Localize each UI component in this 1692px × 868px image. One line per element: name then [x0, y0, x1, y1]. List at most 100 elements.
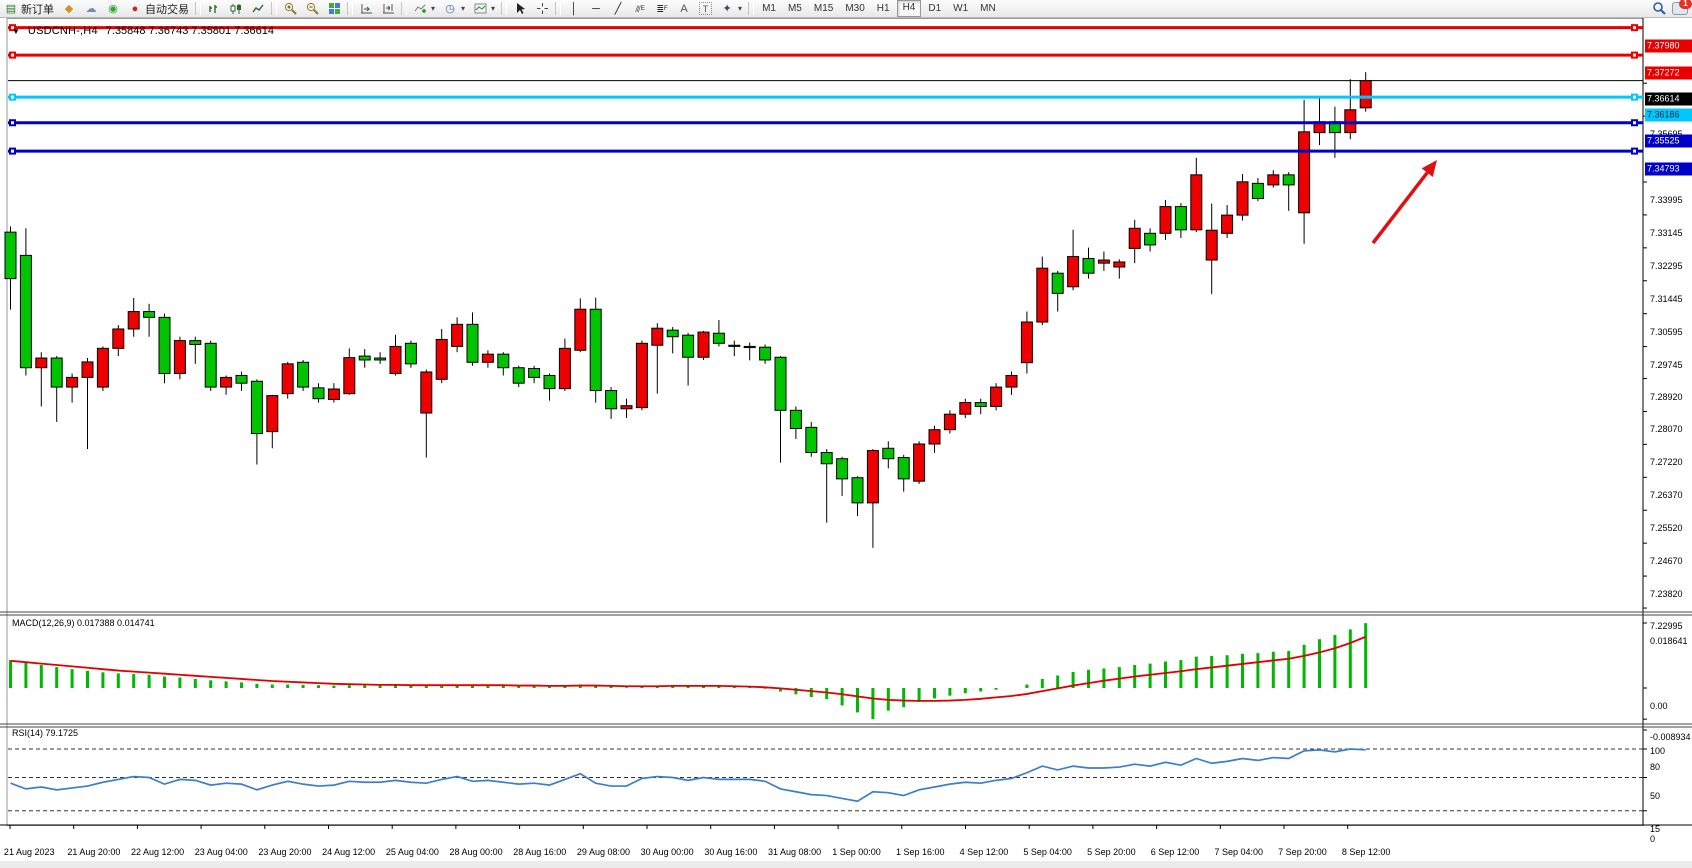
chart-window[interactable]: ▼ USDCNH-,H4 7.35848 7.36743 7.35801 7.3… — [0, 18, 1692, 868]
candle-body[interactable] — [928, 429, 941, 445]
search-icon[interactable] — [1652, 1, 1666, 15]
timeframe-M30[interactable]: M30 — [845, 3, 865, 14]
candle-body[interactable] — [312, 387, 325, 400]
candle-body[interactable] — [19, 254, 32, 369]
chart-shift-button[interactable] — [377, 1, 399, 17]
candle-body[interactable] — [204, 342, 217, 388]
candle-body[interactable] — [959, 402, 972, 415]
candle-body[interactable] — [1036, 267, 1049, 323]
periods-button[interactable]: ◷ ▾ — [439, 1, 469, 17]
candle-body[interactable] — [112, 328, 125, 349]
fibonacci-tool-button[interactable]: ≣ F — [651, 1, 673, 17]
candle-body[interactable] — [327, 388, 340, 400]
candle-body[interactable] — [1236, 181, 1249, 216]
candle-body[interactable] — [682, 334, 695, 358]
candle-body[interactable] — [35, 357, 48, 369]
timeframe-M5[interactable]: M5 — [787, 3, 802, 14]
candle-body[interactable] — [759, 346, 772, 361]
candle-body[interactable] — [1190, 174, 1203, 231]
candle-body[interactable] — [651, 327, 664, 346]
vline-tool-button[interactable]: │ — [563, 1, 585, 17]
candle-body[interactable] — [666, 329, 679, 338]
timeframe-MN[interactable]: MN — [980, 3, 996, 14]
arrows-tool-button[interactable]: ✦ ▾ — [716, 1, 746, 17]
candle-body[interactable] — [389, 345, 402, 375]
candle-body[interactable] — [1159, 206, 1172, 234]
candle-body[interactable] — [543, 374, 556, 390]
candle-body[interactable] — [558, 347, 571, 390]
candle-body[interactable] — [343, 357, 356, 395]
candle-body[interactable] — [635, 342, 648, 409]
candle-body[interactable] — [81, 361, 94, 378]
candle-body[interactable] — [836, 458, 849, 480]
text-label-tool-button[interactable]: T — [695, 1, 716, 17]
candle-body[interactable] — [1359, 80, 1372, 109]
candle-body[interactable] — [1267, 174, 1280, 186]
candle-body[interactable] — [4, 231, 17, 280]
candle-body[interactable] — [805, 426, 818, 454]
indicators-button[interactable]: ▾ — [409, 1, 439, 17]
text-tool-button[interactable]: A — [673, 1, 695, 17]
candle-chart-button[interactable] — [225, 1, 247, 17]
candle-body[interactable] — [1051, 272, 1064, 294]
candle-body[interactable] — [297, 361, 310, 388]
trend-arrow-shaft[interactable] — [1371, 171, 1429, 245]
candle-body[interactable] — [189, 340, 202, 345]
candle-body[interactable] — [1113, 261, 1126, 268]
bar-chart-button[interactable] — [203, 1, 225, 17]
tile-windows-button[interactable] — [323, 1, 345, 17]
candle-body[interactable] — [712, 332, 725, 344]
candle-body[interactable] — [420, 371, 433, 414]
candle-body[interactable] — [281, 363, 294, 395]
candle-body[interactable] — [512, 367, 525, 384]
candle-body[interactable] — [897, 457, 910, 480]
candle-body[interactable] — [697, 331, 710, 358]
candle-body[interactable] — [143, 311, 156, 318]
candle-body[interactable] — [266, 395, 279, 433]
timeframe-M15[interactable]: M15 — [813, 3, 834, 14]
new-order-button[interactable]: ▤ 新订单 — [0, 1, 58, 17]
candle-body[interactable] — [528, 367, 541, 378]
channel-tool-button[interactable]: ⫻ E — [629, 1, 651, 17]
candle-body[interactable] — [220, 376, 233, 388]
candle-body[interactable] — [1067, 256, 1080, 288]
candle-body[interactable] — [943, 413, 956, 431]
candle-body[interactable] — [574, 308, 587, 351]
candle-body[interactable] — [1221, 214, 1234, 234]
autotrade-button[interactable]: ● 自动交易 — [124, 1, 193, 17]
candle-body[interactable] — [774, 356, 787, 411]
candle-body[interactable] — [789, 409, 802, 430]
autoscroll-button[interactable] — [355, 1, 377, 17]
candle-body[interactable] — [974, 402, 987, 407]
candle-body[interactable] — [866, 450, 879, 504]
candle-body[interactable] — [158, 316, 171, 375]
candle-body[interactable] — [481, 353, 494, 363]
trendline-tool-button[interactable]: ╱ — [607, 1, 629, 17]
candle-body[interactable] — [1082, 257, 1095, 274]
candle-body[interactable] — [1020, 321, 1033, 364]
notifications-icon[interactable]: 1 — [1672, 0, 1692, 15]
candle-body[interactable] — [728, 344, 741, 347]
timeframe-M1[interactable]: M1 — [762, 3, 776, 14]
candle-body[interactable] — [404, 342, 417, 365]
candle-body[interactable] — [466, 323, 479, 363]
candle-body[interactable] — [96, 347, 109, 388]
zoom-out-button[interactable] — [301, 1, 323, 17]
candle-body[interactable] — [820, 452, 833, 465]
candle-body[interactable] — [173, 340, 186, 375]
timeframe-W1[interactable]: W1 — [953, 3, 969, 14]
candle-body[interactable] — [374, 357, 387, 361]
candle-body[interactable] — [882, 447, 895, 460]
candle-body[interactable] — [358, 355, 371, 361]
cursor-tool-button[interactable] — [509, 1, 531, 17]
line-chart-button[interactable] — [247, 1, 269, 17]
candle-body[interactable] — [1005, 374, 1018, 388]
candle-body[interactable] — [451, 323, 464, 347]
styler-button[interactable]: ◆ — [58, 1, 80, 17]
candle-body[interactable] — [1251, 182, 1264, 199]
crosshair-tool-button[interactable] — [531, 1, 553, 17]
hline-tool-button[interactable]: ─ — [585, 1, 607, 17]
candle-body[interactable] — [1344, 109, 1357, 134]
candle-body[interactable] — [435, 338, 448, 380]
timeframe-H1[interactable]: H1 — [876, 3, 890, 14]
